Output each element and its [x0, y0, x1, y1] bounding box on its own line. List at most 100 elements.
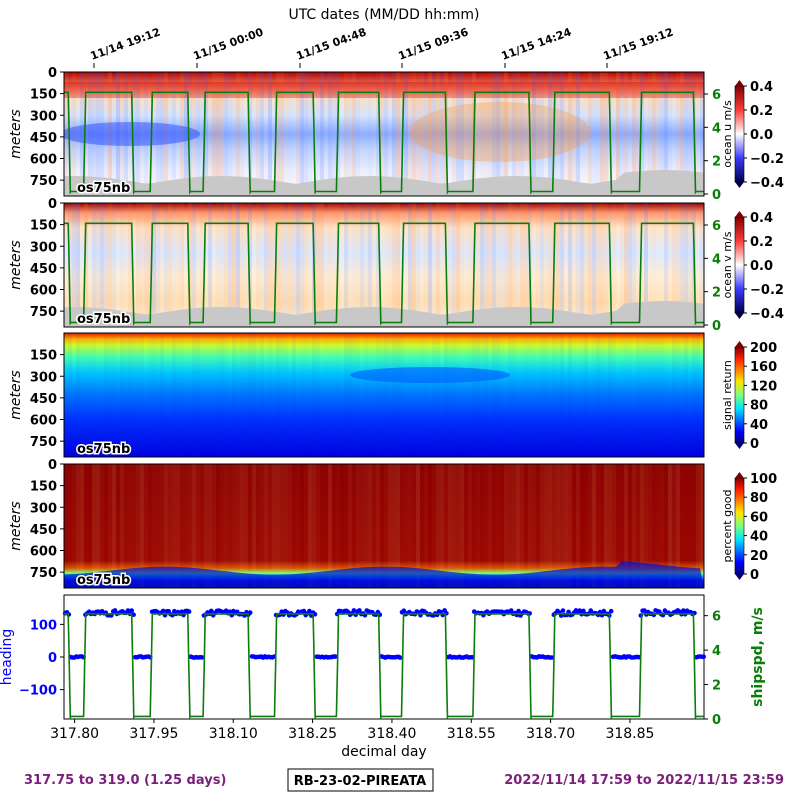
svg-text:4: 4: [712, 252, 721, 267]
panel-ocean-u: 0150300450600750meters6420os75nb0.40.20.…: [8, 66, 784, 203]
heading-point: [701, 654, 706, 659]
speed-tick: 0: [704, 188, 721, 203]
y-tick: 150: [30, 349, 64, 364]
svg-text:0: 0: [48, 66, 57, 81]
svg-text:600: 600: [30, 284, 57, 299]
svg-text:318.40: 318.40: [367, 726, 416, 742]
heading-point: [247, 610, 253, 615]
svg-text:600: 600: [30, 153, 57, 168]
speed-axis-label: shipspd, m/s: [750, 607, 766, 707]
top-tick-label: 11/15 00:00: [192, 25, 266, 62]
panel-ocean-v: 0150300450600750meters6420os75nb0.40.20.…: [8, 197, 784, 334]
top-tick-label: 11/14 19:12: [89, 25, 162, 62]
colorbar: 0.4 0.2 0.0 −0.2 −0.4 ocean v m/s: [721, 211, 784, 322]
colorbar-tick: 40: [750, 418, 768, 433]
svg-text:300: 300: [30, 501, 57, 516]
top-axis-ticks: 11/14 19:12 11/15 00:00 11/15 04:48 11/15 0…: [89, 25, 675, 68]
heading-point: [160, 608, 166, 614]
svg-text:300: 300: [30, 240, 57, 255]
colorbar-tick: −0.4: [750, 307, 784, 322]
seafloor-mask: [64, 170, 704, 196]
y-axis-label: meters: [8, 109, 24, 158]
instrument-tag: os75nb: [76, 311, 132, 329]
footer-cruise-box: [287, 768, 434, 792]
heading-axis-label: heading: [0, 629, 15, 686]
heading-point: [642, 608, 647, 613]
heatmap-image: [64, 203, 704, 327]
speed-tick: 0: [704, 713, 721, 728]
svg-text:0: 0: [48, 458, 57, 473]
ship-speed-line: [64, 91, 704, 195]
x-tick: 318.10: [209, 719, 258, 742]
svg-text:0: 0: [712, 713, 721, 728]
colorbar-tick: 100: [750, 472, 777, 487]
svg-text:os75nb: os75nb: [77, 181, 130, 196]
svg-text:750: 750: [30, 305, 57, 320]
footer-dates: 2022/11/14 17:59 to 2022/11/15 23:59: [504, 773, 784, 788]
speed-tick: 2: [704, 155, 721, 170]
footer-cruise: RB-23-02-PIREATA: [294, 774, 427, 789]
heading-point: [209, 608, 214, 614]
colorbar-label: ocean u m/s: [721, 100, 734, 168]
heading-point: [357, 608, 362, 613]
colorbar-tick: 0.4: [750, 211, 773, 226]
top-tick: 11/15 19:12: [602, 25, 675, 68]
top-tick-label: 11/15 14:24: [500, 25, 574, 62]
footer-range: 317.75 to 319.0 (1.25 days): [24, 773, 226, 788]
heading-point: [333, 654, 338, 659]
y-tick: 450: [30, 131, 64, 146]
svg-text:6: 6: [712, 219, 721, 234]
seafloor-mask: [64, 301, 704, 327]
y-tick: 600: [30, 545, 64, 560]
y-tick: 750: [30, 305, 64, 320]
heading-point: [307, 608, 312, 614]
heading-point: [186, 609, 192, 614]
svg-text:150: 150: [30, 480, 57, 495]
y-tick: 600: [30, 414, 64, 429]
y-tick: 600: [30, 284, 64, 299]
colorbar-tick: 0.0: [750, 128, 773, 143]
y-tick: 150: [30, 219, 64, 234]
heading-point: [577, 608, 582, 613]
speed-tick: 4: [704, 644, 721, 659]
svg-text:2: 2: [712, 286, 721, 301]
svg-text:150: 150: [30, 349, 57, 364]
heading-point: [227, 609, 233, 614]
svg-text:os75nb: os75nb: [77, 573, 130, 588]
instrument-tag: os75nb: [76, 572, 132, 590]
colorbar-tick: 0.4: [750, 80, 773, 95]
y-tick: 300: [30, 109, 64, 124]
y-tick: 450: [30, 392, 64, 407]
top-tick: 11/14 19:12: [89, 25, 162, 68]
panel-signal-return: 150 300 450 600 750 meters os75nb 200 160 120 80 40…: [8, 332, 777, 459]
svg-text:−100: −100: [19, 684, 57, 699]
colorbar-tick: 200: [750, 341, 777, 356]
svg-text:600: 600: [30, 414, 57, 429]
top-tick-label: 11/15 04:48: [295, 25, 368, 62]
colorbar: 0.4 0.2 0.0 −0.2 −0.4 ocean u m/s: [721, 80, 784, 191]
y-tick: 750: [30, 566, 64, 581]
x-tick: 318.55: [447, 719, 496, 742]
svg-text:2: 2: [712, 155, 721, 170]
colorbar-tick: 80: [750, 491, 768, 506]
x-tick: 317.95: [129, 719, 178, 742]
speed-tick: 6: [704, 88, 721, 103]
y-tick: 750: [30, 435, 64, 450]
colorbar-tick: −0.2: [750, 283, 784, 298]
top-axis-title: UTC dates (MM/DD hh:mm): [288, 7, 479, 23]
y-tick: 450: [30, 262, 64, 277]
colorbar: 200 160 120 80 40 0 signal return: [721, 341, 777, 452]
heatmap-image: [64, 464, 704, 588]
colorbar-tick: 0: [750, 568, 759, 583]
svg-text:150: 150: [30, 219, 57, 234]
heading-tick: −100: [19, 684, 64, 699]
heading-point: [301, 608, 307, 614]
x-tick: 318.25: [288, 719, 337, 742]
ship-speed-line: [64, 613, 704, 721]
top-tick: 11/15 00:00: [192, 25, 266, 68]
colorbar-tick: 160: [750, 360, 777, 375]
svg-text:300: 300: [30, 109, 57, 124]
panel-heading-speed: 100 0 −100 heading 6 4 2 0 shipspd, m/s 317.80 317…: [0, 594, 766, 760]
top-tick: 11/15 04:48: [295, 25, 368, 68]
heading-point: [401, 608, 407, 613]
